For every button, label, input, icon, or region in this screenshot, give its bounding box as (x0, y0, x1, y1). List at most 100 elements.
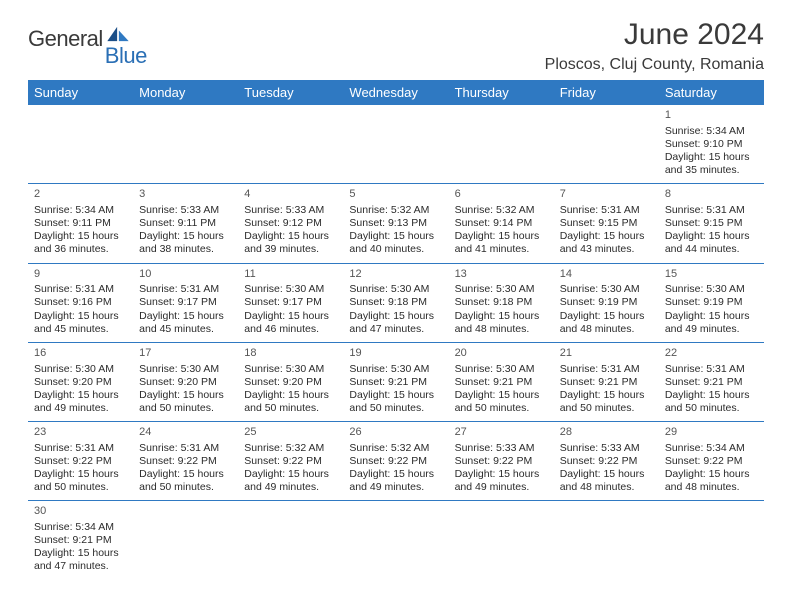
day-number: 1 (665, 109, 758, 123)
sunset-line: Sunset: 9:22 PM (560, 455, 653, 468)
calendar-day-cell: 7 Sunrise: 5:31 AMSunset: 9:15 PMDaylight… (554, 184, 659, 263)
day-number: 7 (560, 188, 653, 202)
calendar-day-cell: 1Sunrise: 5:34 AMSunset: 9:10 PMDaylight… (659, 105, 764, 184)
daylight-line: Daylight: 15 hours and 48 minutes. (665, 468, 758, 494)
day-number: 14 (560, 268, 653, 282)
sunrise-line: Sunrise: 5:31 AM (34, 283, 127, 296)
sunrise-line: Sunrise: 5:31 AM (139, 442, 232, 455)
sunrise-line: Sunrise: 5:33 AM (455, 442, 548, 455)
sunset-line: Sunset: 9:22 PM (139, 455, 232, 468)
sunset-line: Sunset: 9:19 PM (665, 296, 758, 309)
sunset-line: Sunset: 9:21 PM (34, 534, 127, 547)
calendar-empty-cell (343, 501, 448, 580)
day-number: 23 (34, 426, 127, 440)
sunrise-line: Sunrise: 5:31 AM (665, 204, 758, 217)
sunrise-line: Sunrise: 5:31 AM (560, 204, 653, 217)
sunrise-line: Sunrise: 5:30 AM (665, 283, 758, 296)
weekday-header: Saturday (659, 80, 764, 105)
sunset-line: Sunset: 9:17 PM (244, 296, 337, 309)
calendar-day-cell: 26Sunrise: 5:32 AMSunset: 9:22 PMDayligh… (343, 422, 448, 501)
sunrise-line: Sunrise: 5:34 AM (34, 204, 127, 217)
calendar-empty-cell (449, 105, 554, 184)
sunset-line: Sunset: 9:22 PM (34, 455, 127, 468)
calendar-empty-cell (28, 105, 133, 184)
daylight-line: Daylight: 15 hours and 50 minutes. (139, 468, 232, 494)
day-number: 9 (34, 268, 127, 282)
calendar-body: 1Sunrise: 5:34 AMSunset: 9:10 PMDaylight… (28, 105, 764, 580)
calendar-day-cell: 10Sunrise: 5:31 AMSunset: 9:17 PMDayligh… (133, 263, 238, 342)
day-number: 30 (34, 505, 127, 519)
calendar-header-row: SundayMondayTuesdayWednesdayThursdayFrid… (28, 80, 764, 105)
daylight-line: Daylight: 15 hours and 45 minutes. (34, 310, 127, 336)
calendar-day-cell: 20Sunrise: 5:30 AMSunset: 9:21 PMDayligh… (449, 342, 554, 421)
calendar-day-cell: 22Sunrise: 5:31 AMSunset: 9:21 PMDayligh… (659, 342, 764, 421)
daylight-line: Daylight: 15 hours and 49 minutes. (244, 468, 337, 494)
calendar-empty-cell (659, 501, 764, 580)
day-number: 15 (665, 268, 758, 282)
daylight-line: Daylight: 15 hours and 41 minutes. (455, 230, 548, 256)
sunrise-line: Sunrise: 5:30 AM (455, 363, 548, 376)
calendar-empty-cell (554, 105, 659, 184)
sunrise-line: Sunrise: 5:31 AM (665, 363, 758, 376)
calendar-day-cell: 9Sunrise: 5:31 AMSunset: 9:16 PMDaylight… (28, 263, 133, 342)
day-number: 5 (349, 188, 442, 202)
day-number: 27 (455, 426, 548, 440)
sunset-line: Sunset: 9:11 PM (139, 217, 232, 230)
daylight-line: Daylight: 15 hours and 50 minutes. (349, 389, 442, 415)
sunrise-line: Sunrise: 5:31 AM (139, 283, 232, 296)
weekday-header: Monday (133, 80, 238, 105)
daylight-line: Daylight: 15 hours and 38 minutes. (139, 230, 232, 256)
sunset-line: Sunset: 9:22 PM (349, 455, 442, 468)
sunset-line: Sunset: 9:20 PM (139, 376, 232, 389)
sunrise-line: Sunrise: 5:34 AM (34, 521, 127, 534)
sunrise-line: Sunrise: 5:33 AM (560, 442, 653, 455)
calendar-empty-cell (238, 105, 343, 184)
sunrise-line: Sunrise: 5:31 AM (560, 363, 653, 376)
sunrise-line: Sunrise: 5:30 AM (560, 283, 653, 296)
calendar-day-cell: 30Sunrise: 5:34 AMSunset: 9:21 PMDayligh… (28, 501, 133, 580)
sunset-line: Sunset: 9:22 PM (244, 455, 337, 468)
sunrise-line: Sunrise: 5:34 AM (665, 442, 758, 455)
sunrise-line: Sunrise: 5:31 AM (34, 442, 127, 455)
sunset-line: Sunset: 9:22 PM (455, 455, 548, 468)
calendar-day-cell: 14Sunrise: 5:30 AMSunset: 9:19 PMDayligh… (554, 263, 659, 342)
calendar-day-cell: 18Sunrise: 5:30 AMSunset: 9:20 PMDayligh… (238, 342, 343, 421)
calendar-empty-cell (554, 501, 659, 580)
day-number: 6 (455, 188, 548, 202)
sunset-line: Sunset: 9:21 PM (349, 376, 442, 389)
calendar-empty-cell (449, 501, 554, 580)
sunset-line: Sunset: 9:21 PM (665, 376, 758, 389)
daylight-line: Daylight: 15 hours and 45 minutes. (139, 310, 232, 336)
day-number: 24 (139, 426, 232, 440)
weekday-header: Thursday (449, 80, 554, 105)
daylight-line: Daylight: 15 hours and 43 minutes. (560, 230, 653, 256)
logo: GeneralBlue (28, 26, 147, 69)
day-number: 8 (665, 188, 758, 202)
calendar-empty-cell (133, 501, 238, 580)
sunset-line: Sunset: 9:15 PM (560, 217, 653, 230)
calendar-empty-cell (343, 105, 448, 184)
sunset-line: Sunset: 9:14 PM (455, 217, 548, 230)
day-number: 13 (455, 268, 548, 282)
sunset-line: Sunset: 9:20 PM (34, 376, 127, 389)
day-number: 28 (560, 426, 653, 440)
sunrise-line: Sunrise: 5:34 AM (665, 125, 758, 138)
day-number: 19 (349, 347, 442, 361)
weekday-header: Sunday (28, 80, 133, 105)
day-number: 17 (139, 347, 232, 361)
sunrise-line: Sunrise: 5:30 AM (349, 283, 442, 296)
sunset-line: Sunset: 9:11 PM (34, 217, 127, 230)
daylight-line: Daylight: 15 hours and 48 minutes. (455, 310, 548, 336)
daylight-line: Daylight: 15 hours and 50 minutes. (455, 389, 548, 415)
calendar-day-cell: 25Sunrise: 5:32 AMSunset: 9:22 PMDayligh… (238, 422, 343, 501)
sunset-line: Sunset: 9:18 PM (349, 296, 442, 309)
sunset-line: Sunset: 9:20 PM (244, 376, 337, 389)
calendar-day-cell: 21Sunrise: 5:31 AMSunset: 9:21 PMDayligh… (554, 342, 659, 421)
daylight-line: Daylight: 15 hours and 40 minutes. (349, 230, 442, 256)
day-number: 3 (139, 188, 232, 202)
sunrise-line: Sunrise: 5:30 AM (349, 363, 442, 376)
sunset-line: Sunset: 9:12 PM (244, 217, 337, 230)
sunrise-line: Sunrise: 5:32 AM (349, 442, 442, 455)
sunset-line: Sunset: 9:22 PM (665, 455, 758, 468)
daylight-line: Daylight: 15 hours and 49 minutes. (349, 468, 442, 494)
